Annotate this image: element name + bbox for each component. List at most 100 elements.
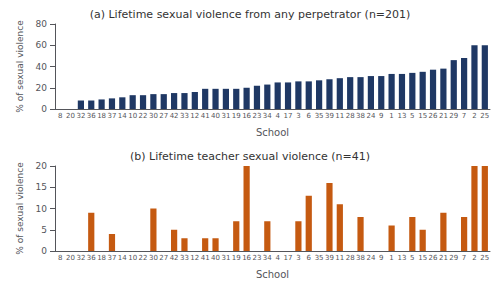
svg-text:42: 42 (170, 254, 179, 262)
svg-text:22: 22 (139, 112, 148, 120)
svg-text:36: 36 (87, 112, 96, 120)
svg-text:80: 80 (36, 19, 48, 29)
svg-text:40: 40 (211, 254, 220, 262)
svg-text:11: 11 (335, 112, 344, 120)
svg-text:28: 28 (346, 254, 355, 262)
svg-text:18: 18 (97, 112, 106, 120)
svg-text:1: 1 (389, 112, 393, 120)
svg-text:15: 15 (36, 182, 47, 192)
svg-text:30: 30 (149, 254, 158, 262)
svg-text:20: 20 (36, 161, 48, 171)
svg-text:3: 3 (296, 112, 300, 120)
svg-text:9: 9 (379, 112, 383, 120)
svg-text:5: 5 (410, 112, 414, 120)
svg-text:School: School (256, 269, 289, 280)
svg-text:33: 33 (180, 112, 189, 120)
svg-text:4: 4 (275, 112, 280, 120)
svg-text:38: 38 (356, 112, 365, 120)
svg-text:29: 29 (449, 112, 458, 120)
svg-text:35: 35 (315, 254, 324, 262)
svg-text:41: 41 (201, 254, 210, 262)
svg-text:14: 14 (118, 112, 127, 120)
svg-text:20: 20 (66, 112, 75, 120)
svg-text:2: 2 (472, 254, 476, 262)
svg-text:0: 0 (41, 104, 47, 114)
svg-text:37: 37 (108, 112, 117, 120)
svg-text:19: 19 (232, 112, 241, 120)
svg-text:34: 34 (263, 112, 272, 120)
svg-text:23: 23 (253, 112, 262, 120)
svg-text:41: 41 (201, 112, 210, 120)
svg-text:0: 0 (41, 246, 47, 256)
svg-text:10: 10 (128, 112, 137, 120)
svg-text:23: 23 (253, 254, 262, 262)
svg-text:15: 15 (418, 254, 427, 262)
svg-text:35: 35 (315, 112, 324, 120)
svg-text:33: 33 (180, 254, 189, 262)
svg-text:(a) Lifetime sexual violence f: (a) Lifetime sexual violence from any pe… (90, 8, 411, 21)
svg-text:29: 29 (449, 254, 458, 262)
svg-text:60: 60 (36, 40, 48, 50)
svg-text:31: 31 (221, 112, 230, 120)
svg-text:26: 26 (429, 112, 438, 120)
svg-text:17: 17 (284, 112, 293, 120)
svg-text:School: School (256, 127, 289, 138)
svg-text:40: 40 (36, 62, 48, 72)
svg-text:27: 27 (159, 254, 168, 262)
svg-text:5: 5 (41, 225, 47, 235)
svg-text:31: 31 (221, 254, 230, 262)
svg-text:8: 8 (58, 112, 62, 120)
svg-text:15: 15 (418, 112, 427, 120)
svg-text:17: 17 (284, 254, 293, 262)
svg-text:40: 40 (211, 112, 220, 120)
svg-text:30: 30 (149, 112, 158, 120)
svg-text:37: 37 (108, 254, 117, 262)
svg-text:11: 11 (335, 254, 344, 262)
svg-text:24: 24 (366, 112, 375, 120)
svg-text:32: 32 (76, 254, 85, 262)
svg-text:10: 10 (36, 204, 48, 214)
svg-text:21: 21 (439, 254, 448, 262)
svg-text:5: 5 (410, 254, 414, 262)
svg-text:8: 8 (58, 254, 62, 262)
svg-text:(b) Lifetime teacher sexual vi: (b) Lifetime teacher sexual violence (n=… (130, 150, 370, 163)
svg-text:42: 42 (170, 112, 179, 120)
svg-text:20: 20 (66, 254, 75, 262)
svg-text:28: 28 (346, 112, 355, 120)
svg-text:12: 12 (190, 112, 199, 120)
svg-text:7: 7 (462, 254, 466, 262)
svg-text:32: 32 (76, 112, 85, 120)
svg-text:20: 20 (36, 83, 48, 93)
svg-text:39: 39 (325, 254, 334, 262)
svg-text:34: 34 (263, 254, 272, 262)
svg-text:22: 22 (139, 254, 148, 262)
svg-text:26: 26 (429, 254, 438, 262)
svg-text:25: 25 (480, 254, 489, 262)
svg-text:1: 1 (389, 254, 393, 262)
svg-text:24: 24 (366, 254, 375, 262)
svg-text:18: 18 (97, 254, 106, 262)
svg-text:14: 14 (118, 254, 127, 262)
svg-text:10: 10 (128, 254, 137, 262)
svg-text:21: 21 (439, 112, 448, 120)
svg-text:7: 7 (462, 112, 466, 120)
svg-text:9: 9 (379, 254, 383, 262)
svg-text:6: 6 (307, 112, 312, 120)
svg-text:2: 2 (472, 112, 476, 120)
svg-text:38: 38 (356, 254, 365, 262)
svg-text:6: 6 (307, 254, 312, 262)
svg-text:25: 25 (480, 112, 489, 120)
svg-text:3: 3 (296, 254, 300, 262)
svg-text:13: 13 (398, 254, 407, 262)
svg-text:16: 16 (242, 254, 251, 262)
svg-text:36: 36 (87, 254, 96, 262)
svg-text:39: 39 (325, 112, 334, 120)
svg-text:19: 19 (232, 254, 241, 262)
svg-text:16: 16 (242, 112, 251, 120)
svg-text:27: 27 (159, 112, 168, 120)
svg-text:12: 12 (190, 254, 199, 262)
svg-text:4: 4 (275, 254, 280, 262)
svg-text:13: 13 (398, 112, 407, 120)
svg-text:% of sexual violence: % of sexual violence (15, 162, 25, 255)
svg-text:% of sexual violence: % of sexual violence (15, 20, 25, 113)
